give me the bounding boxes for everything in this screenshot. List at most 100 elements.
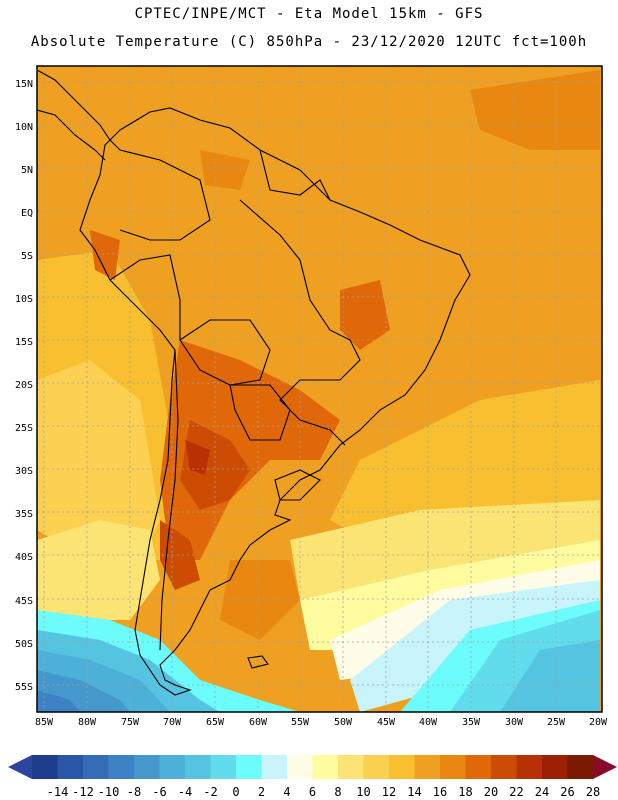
colorbar-label: 16 [433,785,447,799]
colorbar-label: -2 [203,785,217,799]
colorbar-cell [491,755,517,779]
colorbar-low-triangle [8,755,32,779]
colorbar-cell [108,755,135,779]
field-band-neg2 [500,640,600,712]
colorbar-cell [134,755,160,779]
field-hot-andes-north [90,230,120,280]
lat-label: 15N [15,79,33,90]
lat-label: 10S [15,294,33,305]
lat-label: EQ [21,208,33,219]
colorbar: -14 -12 -10 -8 -6 -4 -2 0 2 4 6 8 10 12 14 16 18 20 22 24 26… [8,755,617,799]
colorbar-cell [236,755,262,779]
chart-title-line-2: Absolute Temperature (C) 850hPa - 23/12/… [30,34,588,50]
colorbar-label: 12 [382,785,396,799]
colorbar-label: 26 [560,785,574,799]
lon-label: 25W [547,717,566,728]
colorbar-label: 24 [535,785,549,799]
border-uruguay [274,469,321,501]
colorbar-label: 18 [458,785,472,799]
field-warm-pampas [220,560,300,640]
border-guianas [259,149,331,201]
colorbar-cell [261,755,288,779]
lon-label: 70W [163,717,182,728]
colorbar-label: 4 [283,785,290,799]
lon-label: 55W [291,717,310,728]
lon-label: 20W [589,717,608,728]
lon-label: 50W [334,717,353,728]
longitude-labels: 85W 80W 75W 70W 65W 60W 55W 50W 45W 40W … [35,717,608,728]
lat-label: 45S [15,596,33,607]
lon-label: 65W [206,717,225,728]
map-graticule [37,66,602,712]
colorbar-cell [57,755,84,779]
field-warm-atlantic [470,70,600,150]
coastlines-and-borders [37,69,471,696]
colorbar-label: 0 [232,785,239,799]
lat-label: 10N [15,122,33,133]
colorbar-cell [465,755,492,779]
field-pacific-cooler [37,520,160,620]
border-bolivia [179,319,271,386]
lat-label: 30S [15,466,33,477]
colorbar-label: -4 [178,785,192,799]
central-america-coastline [37,69,121,161]
colorbar-cell [338,755,364,779]
falklands-coastline [247,655,269,669]
colorbar-label: 8 [334,785,341,799]
colorbar-cell [287,755,313,779]
lon-label: 60W [249,717,268,728]
colorbar-cell [414,755,441,779]
colorbar-label: -12 [72,785,94,799]
colorbar-label: 28 [586,785,600,799]
lat-label: 5N [21,165,33,176]
lat-label: 5S [21,251,33,262]
colorbar-high-triangle [593,755,617,779]
colorbar-label: 20 [484,785,498,799]
colorbar-cells [32,755,594,779]
lon-label: 35W [462,717,481,728]
chart-title-line-1: CPTEC/INPE/MCT - Eta Model 15km - GFS [134,6,484,22]
map-frame [36,65,603,713]
lon-label: 75W [121,717,140,728]
lat-label: 35S [15,509,33,520]
colorbar-label: -14 [47,785,69,799]
lat-label: 15S [15,337,33,348]
colorbar-cell [83,755,109,779]
colorbar-cell [312,755,339,779]
field-hot-brazil [340,280,390,350]
colorbar-label: -8 [127,785,141,799]
latitude-labels: 15N 10N 5N EQ 5S 10S 15S 20S 25S 30S 35S… [15,79,33,693]
field-hot-chaco [180,420,250,510]
south-america-coastline [79,107,471,696]
colorbar-cell [389,755,415,779]
field-warm-venezuela [200,150,250,190]
lon-label: 30W [505,717,524,728]
lat-label: 55S [15,682,33,693]
lat-label: 50S [15,639,33,650]
colorbar-label: -6 [152,785,166,799]
temperature-field [37,66,602,712]
lat-label: 25S [15,423,33,434]
lon-label: 85W [35,717,54,728]
border-brazil [239,199,361,446]
colorbar-cell [542,755,568,779]
field-hottest-core [185,440,210,475]
colorbar-label: 6 [309,785,316,799]
lon-label: 45W [377,717,396,728]
colorbar-label: 22 [509,785,523,799]
colorbar-label: 14 [407,785,421,799]
lat-label: 20S [15,380,33,391]
colorbar-label: -10 [98,785,120,799]
lon-label: 40W [419,717,438,728]
colorbar-cell [363,755,390,779]
colorbar-cell [210,755,237,779]
colorbar-cell [516,755,543,779]
colorbar-labels: -14 -12 -10 -8 -6 -4 -2 0 2 4 6 8 10 12 14 16 18 20 22 24 26… [47,785,601,799]
colorbar-label: 10 [356,785,370,799]
colorbar-cell [32,755,58,779]
border-argentina-chile [159,349,179,651]
colorbar-label: 2 [258,785,265,799]
lon-label: 80W [78,717,97,728]
lat-label: 40S [15,552,33,563]
border-paraguay [229,384,291,441]
